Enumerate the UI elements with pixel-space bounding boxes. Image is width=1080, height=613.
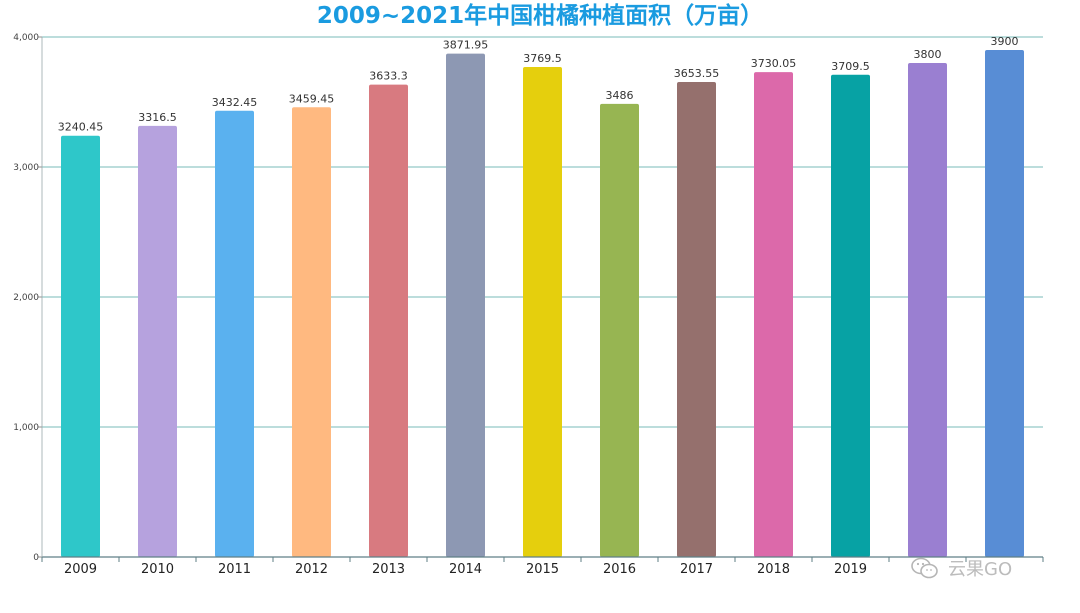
- bar-2016: [600, 103, 639, 557]
- x-tick-label: 2013: [372, 562, 405, 577]
- data-label-2016: 3486: [606, 89, 634, 102]
- x-tick-label: 2010: [141, 562, 174, 577]
- x-tick-label: 2014: [449, 562, 482, 577]
- x-tick-label: 2017: [680, 562, 713, 577]
- x-tick-label: 2012: [295, 562, 328, 577]
- y-tick-label: 4,000: [13, 33, 39, 43]
- x-tick-label: 2011: [218, 562, 251, 577]
- chart-title: 2009~2021年中国柑橘种植面积（万亩）: [316, 3, 764, 29]
- watermark: 云果GO: [910, 555, 1012, 581]
- data-label-2012: 3459.45: [289, 92, 335, 105]
- bar-2015: [523, 66, 562, 557]
- y-tick-label: 1,000: [13, 423, 39, 433]
- bar-2012: [292, 107, 331, 558]
- y-tick-label: 3,000: [13, 163, 39, 173]
- x-tick-label: 2009: [64, 562, 97, 577]
- x-tick-label: 2019: [834, 562, 867, 577]
- x-tick-label: 2015: [526, 562, 559, 577]
- bar-2010: [138, 125, 177, 557]
- data-label-2018: 3730.05: [751, 57, 797, 70]
- data-label-2010: 3316.5: [138, 111, 177, 124]
- wechat-icon: [911, 557, 938, 579]
- x-tick-label: 2018: [757, 562, 790, 577]
- data-label-2021: 3900: [991, 35, 1019, 48]
- bar-2009: [61, 135, 100, 557]
- x-tick-label: 2016: [603, 562, 636, 577]
- data-label-2020: 3800: [914, 48, 942, 61]
- data-label-2014: 3871.95: [443, 39, 489, 52]
- data-label-2013: 3633.3: [369, 70, 408, 83]
- y-axis-ticks: 0 1,000 2,000 3,000 4,000: [13, 33, 42, 563]
- bar-2018: [754, 72, 793, 557]
- y-tick-label: 0: [33, 553, 39, 563]
- data-label-2009: 3240.45: [58, 121, 104, 134]
- bar-2019: [831, 74, 870, 557]
- bars: [61, 50, 1024, 558]
- data-label-2017: 3653.55: [674, 67, 720, 80]
- data-label-2015: 3769.5: [523, 52, 562, 65]
- bar-2011: [215, 110, 254, 558]
- bar-2017: [677, 82, 716, 557]
- data-label-2019: 3709.5: [831, 60, 870, 73]
- x-axis: 2009 2010 2011 2012 2013 2014 2015 2016 2017 2018…: [41, 37, 1044, 577]
- bar-2021: [985, 50, 1024, 557]
- bar-2020: [908, 63, 947, 557]
- watermark-text: 云果GO: [948, 559, 1013, 580]
- data-labels: 3240.45 3316.5 3432.45 3459.45 3633.3 3871.95…: [58, 35, 1019, 134]
- bar-2013: [369, 84, 408, 558]
- data-label-2011: 3432.45: [212, 96, 258, 109]
- y-tick-label: 2,000: [13, 293, 39, 303]
- bar-2014: [446, 53, 485, 558]
